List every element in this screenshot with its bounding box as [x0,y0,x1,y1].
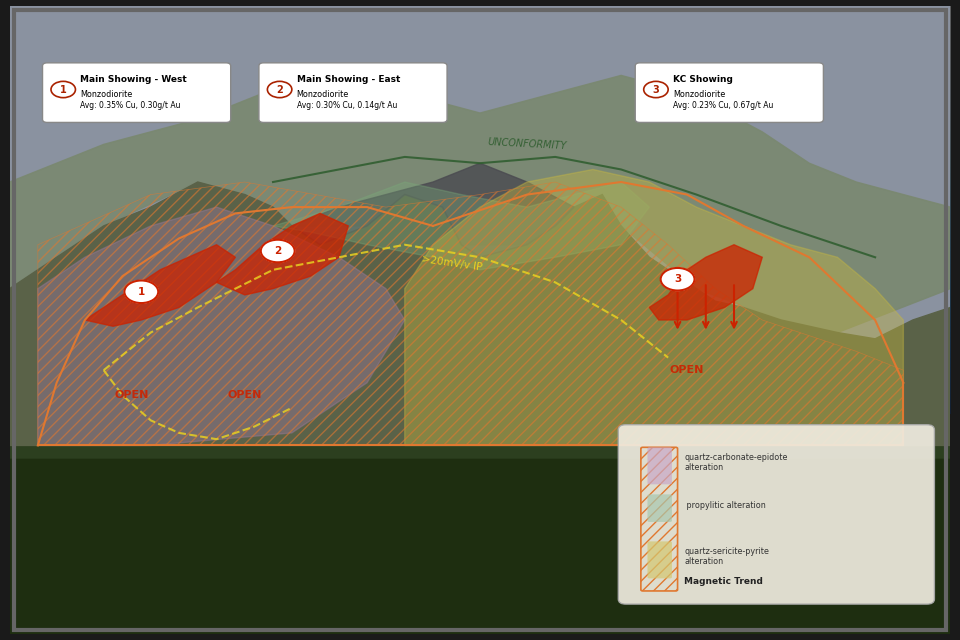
FancyBboxPatch shape [259,63,447,122]
Text: quartz-sericite-pyrite
alteration: quartz-sericite-pyrite alteration [684,547,769,566]
Polygon shape [10,433,950,634]
Text: Monzodiorite: Monzodiorite [297,90,348,99]
Polygon shape [217,213,348,295]
Circle shape [644,81,668,98]
Text: Avg: 0.35% Cu, 0.30g/t Au: Avg: 0.35% Cu, 0.30g/t Au [80,101,180,110]
Circle shape [261,240,295,262]
Text: Magnetic Trend: Magnetic Trend [684,577,763,586]
Polygon shape [292,163,574,257]
Text: Main Showing - East: Main Showing - East [297,76,400,84]
Text: 1: 1 [60,84,66,95]
Polygon shape [84,244,235,326]
Polygon shape [37,207,405,445]
Text: KC Showing: KC Showing [673,76,732,84]
Polygon shape [10,383,950,458]
Text: 3: 3 [653,84,660,95]
Polygon shape [10,182,950,445]
Circle shape [51,81,76,98]
Text: OPEN: OPEN [670,365,705,375]
Text: 1: 1 [137,287,145,297]
Polygon shape [10,69,950,333]
Circle shape [660,268,694,291]
Text: 2: 2 [276,84,283,95]
Polygon shape [405,170,903,445]
Text: Avg: 0.23% Cu, 0.67g/t Au: Avg: 0.23% Cu, 0.67g/t Au [673,101,773,110]
FancyBboxPatch shape [647,541,672,579]
Text: 2: 2 [275,246,281,256]
Text: OPEN: OPEN [114,390,149,400]
FancyBboxPatch shape [42,63,230,122]
Circle shape [268,81,292,98]
FancyBboxPatch shape [647,494,672,522]
Text: OPEN: OPEN [228,390,262,400]
Text: Main Showing - West: Main Showing - West [80,76,187,84]
Circle shape [125,280,158,303]
Text: Avg: 0.30% Cu, 0.14g/t Au: Avg: 0.30% Cu, 0.14g/t Au [297,101,396,110]
FancyBboxPatch shape [647,447,672,484]
Polygon shape [649,244,762,320]
Text: Monzodiorite: Monzodiorite [673,90,725,99]
Polygon shape [273,182,649,270]
FancyBboxPatch shape [636,63,824,122]
Text: UNCONFORMITY: UNCONFORMITY [488,136,566,150]
Text: propylitic alteration: propylitic alteration [684,500,766,509]
Text: 3: 3 [674,274,682,284]
Text: >20mV/v IP: >20mV/v IP [420,255,483,273]
Text: Monzodiorite: Monzodiorite [80,90,132,99]
Text: quartz-carbonate-epidote
alteration: quartz-carbonate-epidote alteration [684,453,787,472]
FancyBboxPatch shape [618,425,934,604]
